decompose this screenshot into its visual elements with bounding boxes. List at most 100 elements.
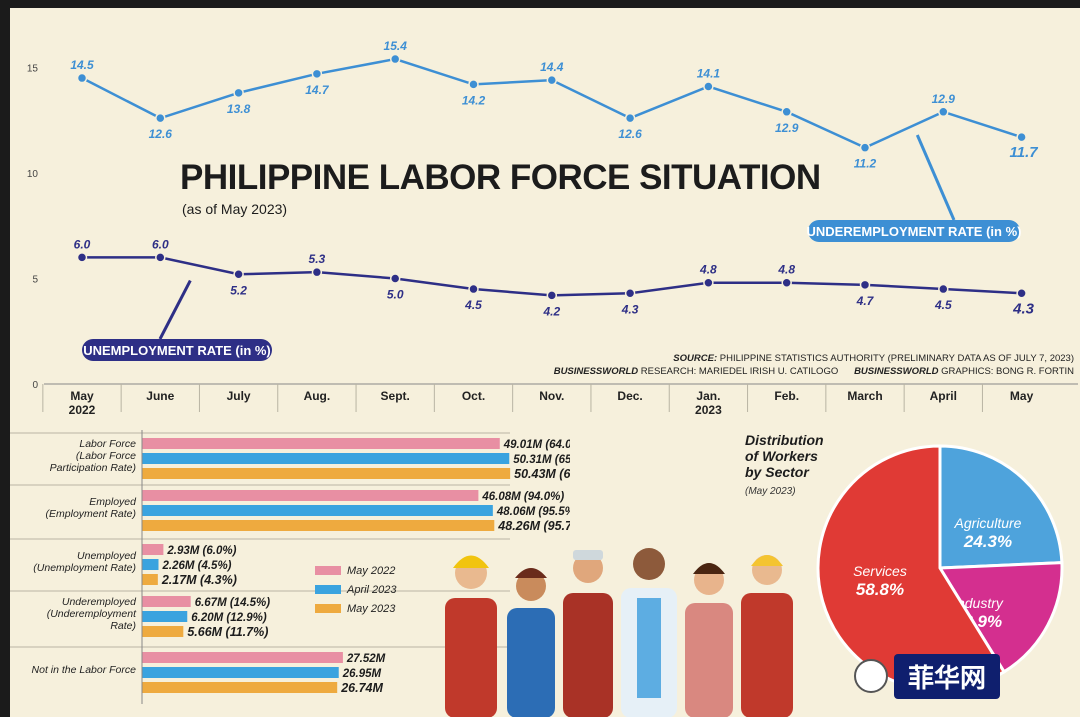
x-tick-label: May — [1010, 389, 1034, 403]
legend-swatch — [315, 585, 341, 594]
data-label: 12.6 — [149, 127, 173, 141]
bar-value-label: 2.17M (4.3%) — [161, 573, 237, 587]
pie-title-line: of Workers — [745, 448, 818, 464]
data-label: 14.2 — [462, 93, 486, 107]
bar-value-label: 6.20M (12.9%) — [191, 612, 267, 624]
x-tick-label: Sept. — [381, 389, 410, 403]
pie-slice-value: 24.3% — [963, 532, 1012, 551]
y-tick-label: 0 — [32, 380, 38, 391]
bar-value-label: 49.01M (64.0%) — [503, 439, 570, 451]
data-label: 4.7 — [856, 294, 875, 308]
data-point — [389, 53, 401, 65]
bar — [142, 682, 338, 693]
source-text: PHILIPPINE STATISTICS AUTHORITY (PRELIMI… — [719, 353, 1074, 364]
data-point — [546, 290, 558, 301]
x-tick-label: July — [227, 389, 251, 403]
data-label: 14.5 — [70, 58, 94, 72]
data-label: 15.4 — [384, 39, 408, 53]
category-label: (Underemployment — [47, 608, 137, 620]
bar — [142, 468, 511, 479]
worker-figure — [621, 548, 677, 717]
x-tick-label: March — [847, 389, 882, 403]
worker-figure — [685, 563, 733, 717]
data-point — [233, 269, 244, 280]
bar-value-label: 26.95M — [342, 668, 382, 680]
data-point — [311, 266, 323, 278]
graphics-text: GRAPHICS: BONG R. FORTIN — [941, 366, 1074, 377]
x-tick-label: Oct. — [462, 389, 485, 403]
worker-figure — [445, 555, 497, 717]
data-point — [233, 87, 244, 99]
pie-slice-value: 58.8% — [856, 580, 904, 599]
data-label: 11.2 — [854, 157, 877, 171]
bar-value-label: 2.93M (6.0%) — [166, 545, 236, 557]
workers-illustration — [445, 548, 793, 717]
data-label: 4.3 — [1012, 300, 1035, 317]
data-point — [155, 252, 166, 263]
category-label: Rate) — [110, 620, 136, 632]
data-label: 6.0 — [74, 237, 91, 251]
data-label: 4.5 — [934, 298, 952, 312]
pie-title-line: Distribution — [745, 432, 824, 448]
infographic: 0 5 10 15 May 2022 June July Aug. Sept. Oct. Nov. De… — [10, 8, 1080, 717]
pie-slice — [938, 444, 1064, 570]
data-point — [468, 79, 479, 90]
watermark-text: 菲华网 — [894, 653, 1001, 699]
category-label: (Unemployment Rate) — [33, 562, 136, 574]
x-tick-label: Feb. — [774, 389, 799, 403]
bar — [142, 453, 510, 464]
x-tick-label: Jan. — [696, 389, 720, 403]
category-label: (Employment Rate) — [46, 508, 136, 520]
data-label: 6.0 — [152, 237, 169, 251]
legend-label: April 2023 — [347, 583, 397, 596]
x-tick-label: 2023 — [695, 403, 722, 417]
watermark: 菲华网 — [854, 653, 1072, 699]
legend-label: May 2023 — [347, 602, 396, 615]
bar — [142, 626, 184, 637]
data-label: 12.9 — [932, 92, 956, 106]
data-label: 5.2 — [230, 283, 247, 297]
category-label: Unemployed — [77, 550, 137, 562]
x-tick-label: June — [146, 389, 174, 403]
data-point — [624, 112, 636, 124]
data-point — [1016, 288, 1027, 299]
pie-subtitle: (May 2023) — [745, 486, 796, 497]
data-point — [703, 277, 714, 288]
x-tick-label: May — [70, 389, 94, 403]
bar — [142, 490, 479, 501]
series-pointer — [158, 279, 192, 340]
source-label: SOURCE: — [673, 353, 718, 364]
pie-slice-label: Services — [853, 563, 907, 579]
data-point — [155, 112, 166, 124]
bar-value-label: 50.43M (65.3%) — [514, 467, 570, 481]
bar — [142, 667, 339, 678]
data-label: 4.3 — [621, 302, 639, 316]
page-subtitle: (as of May 2023) — [182, 201, 288, 217]
data-label: 5.0 — [387, 288, 404, 302]
data-label: 12.9 — [775, 121, 799, 135]
data-point — [703, 81, 714, 92]
bar — [142, 574, 158, 585]
category-label: Employed — [89, 496, 137, 508]
page-title: PHILIPPINE LABOR FORCE SITUATION — [180, 158, 821, 197]
data-point — [76, 72, 88, 84]
data-point — [938, 283, 949, 295]
data-label: 11.7 — [1010, 144, 1039, 161]
watermark-logo-icon — [854, 659, 888, 693]
bar-value-label: 27.52M — [346, 653, 386, 665]
data-point — [546, 74, 558, 86]
category-label: Not in the Labor Force — [32, 664, 137, 676]
legend-item: April 2023 — [315, 580, 397, 599]
y-tick-label: 5 — [32, 275, 38, 286]
legend-swatch — [315, 566, 341, 575]
series-line — [82, 256, 1022, 297]
x-tick-label: Nov. — [539, 389, 564, 403]
data-point — [938, 106, 949, 118]
series-pointer — [915, 134, 956, 221]
data-label: 5.3 — [309, 252, 326, 266]
pie-slice — [937, 561, 1064, 674]
bar — [142, 438, 500, 449]
source-credits: SOURCE: PHILIPPINE STATISTICS AUTHORITY … — [554, 352, 1074, 378]
x-tick-label: 2022 — [69, 403, 96, 417]
